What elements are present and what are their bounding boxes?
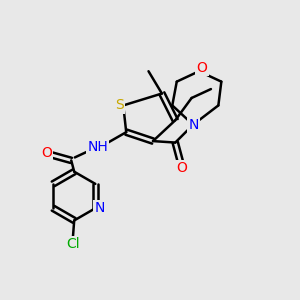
Text: N: N — [188, 118, 199, 132]
Text: O: O — [176, 161, 187, 176]
Text: O: O — [196, 61, 208, 75]
Text: O: O — [41, 146, 52, 160]
Text: N: N — [94, 201, 105, 215]
Text: Cl: Cl — [66, 237, 80, 251]
Text: NH: NH — [88, 140, 108, 154]
Text: S: S — [115, 98, 124, 112]
